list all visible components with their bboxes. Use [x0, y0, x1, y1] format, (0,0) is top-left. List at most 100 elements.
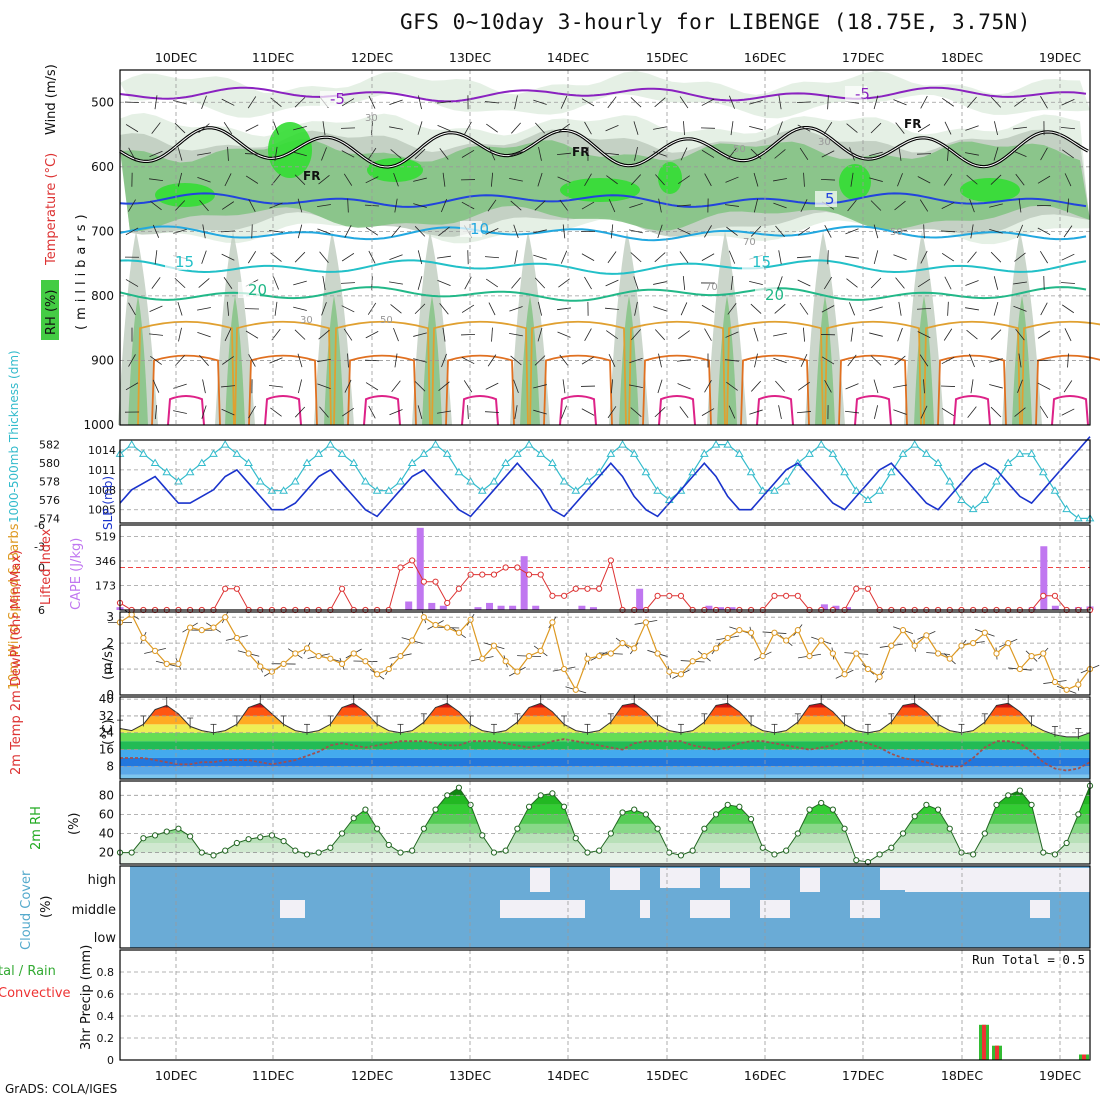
wind-barb [1039, 405, 1049, 419]
wind-barb [437, 410, 451, 414]
chart-title: GFS 0~10day 3-hourly for LIBENGE (18.75E… [400, 10, 1031, 34]
lifted-index-point [444, 599, 451, 607]
thickness-point [442, 449, 452, 457]
wind-speed-point [315, 652, 322, 660]
wind-barb [274, 146, 278, 161]
wind-barb [561, 405, 567, 419]
isotherm-30 [543, 354, 613, 426]
dewpoint-line [120, 738, 1091, 772]
wind-barb [251, 224, 253, 239]
rh-contour-label: 30 [300, 315, 313, 326]
panel-frame [119, 949, 1091, 1061]
thickness-point [185, 467, 195, 476]
wind-barb [965, 307, 979, 311]
wind-barb [128, 199, 136, 212]
isotherm-25 [431, 320, 529, 426]
isotherm-label-bg [845, 86, 867, 102]
wind-barb [227, 301, 229, 316]
wind-barb [150, 356, 162, 365]
temp-color-band [120, 707, 1090, 716]
wind-barb [368, 95, 376, 109]
wind-barb [562, 224, 566, 239]
wind-barb [150, 200, 162, 211]
wind-barb [969, 353, 975, 368]
cloud-high-gap [880, 868, 910, 890]
wind-barb [653, 151, 667, 157]
date-label-top: 10DEC [155, 50, 197, 65]
wind-barb [514, 95, 518, 110]
wind-barb [148, 333, 164, 336]
freezing-label: FR [572, 145, 589, 159]
rh-color-band [120, 785, 1090, 796]
wind-barb [1062, 149, 1074, 159]
wind-barb [916, 308, 932, 310]
thickness-point [594, 467, 604, 476]
wind-barb [368, 250, 376, 264]
isotherm-25 [529, 320, 627, 426]
wind-barb [152, 224, 160, 238]
precip-tick-label: 0.6 [97, 988, 115, 1001]
precip-ylabel: 3hr Precip (mm) [79, 945, 94, 1050]
wind-barb [633, 276, 639, 290]
thickness-point [1038, 467, 1048, 476]
wind-barb [1014, 252, 1026, 262]
rh-point [151, 832, 159, 839]
lifted-index-point [467, 571, 474, 578]
temp-color-band [120, 741, 1090, 750]
rh-tick-label: 20 [99, 846, 114, 860]
wind-barb [270, 97, 282, 108]
date-label-bottom: 18DEC [941, 1068, 983, 1083]
li-tick-label: -6 [34, 519, 45, 532]
thickness-point [992, 477, 1001, 485]
wind-barb [154, 405, 158, 420]
temp-color-band [120, 749, 1090, 758]
wind-barb [417, 250, 423, 265]
wind-barb [149, 150, 163, 157]
panel-frame [119, 611, 1091, 696]
isotherm-30 [838, 354, 908, 426]
wind-barb [726, 381, 738, 391]
precip-tick-label: 0.4 [97, 1010, 115, 1023]
thickness-point [279, 486, 288, 494]
wind-speed-point [338, 660, 346, 667]
wind-barb [438, 381, 450, 391]
wind-barb [917, 124, 931, 133]
wind-speed-point [151, 647, 159, 655]
cape-bar [416, 527, 424, 610]
wind-barb [940, 385, 956, 387]
wind-speed-point [1005, 640, 1012, 647]
thickness-point [209, 449, 218, 457]
wind-barb [368, 405, 376, 419]
wind-speed-point [514, 668, 521, 675]
wind-barb [560, 250, 568, 264]
precip-convective-bar [995, 1045, 999, 1060]
wind-barb [753, 198, 759, 213]
wind-speed-point [1051, 678, 1059, 686]
wind-barb [513, 379, 519, 393]
wind-barb [869, 151, 883, 157]
wind-barb [704, 328, 712, 341]
wind-speed-line [119, 613, 1091, 692]
cape-bar [636, 588, 644, 610]
slp-ylabel-right-group: SLP (mb) [101, 476, 115, 530]
wind-barb [704, 173, 712, 187]
wind-speed-point [876, 673, 883, 680]
wind-barb [941, 408, 955, 417]
wind-barb [1039, 251, 1049, 264]
li-tick-label: 0 [38, 562, 45, 575]
wind-barb [201, 95, 207, 109]
temp-ylabel-group: 2m Temp 2m DewPt (6hr Min/Max) [9, 550, 24, 775]
wind-barb [893, 254, 907, 261]
wind-barb [941, 253, 955, 262]
wind-barb [464, 121, 472, 135]
wind-barb [1018, 353, 1022, 368]
wind-barb [321, 302, 327, 316]
thickness-point [735, 449, 744, 457]
date-label-top: 16DEC [744, 50, 786, 65]
wind-barb [629, 384, 643, 388]
wind-speed-point [268, 668, 276, 675]
wind-barb [390, 149, 402, 159]
date-label-bottom: 10DEC [155, 1068, 197, 1083]
isotherm-25 [137, 320, 235, 426]
cape-bar [705, 605, 713, 610]
